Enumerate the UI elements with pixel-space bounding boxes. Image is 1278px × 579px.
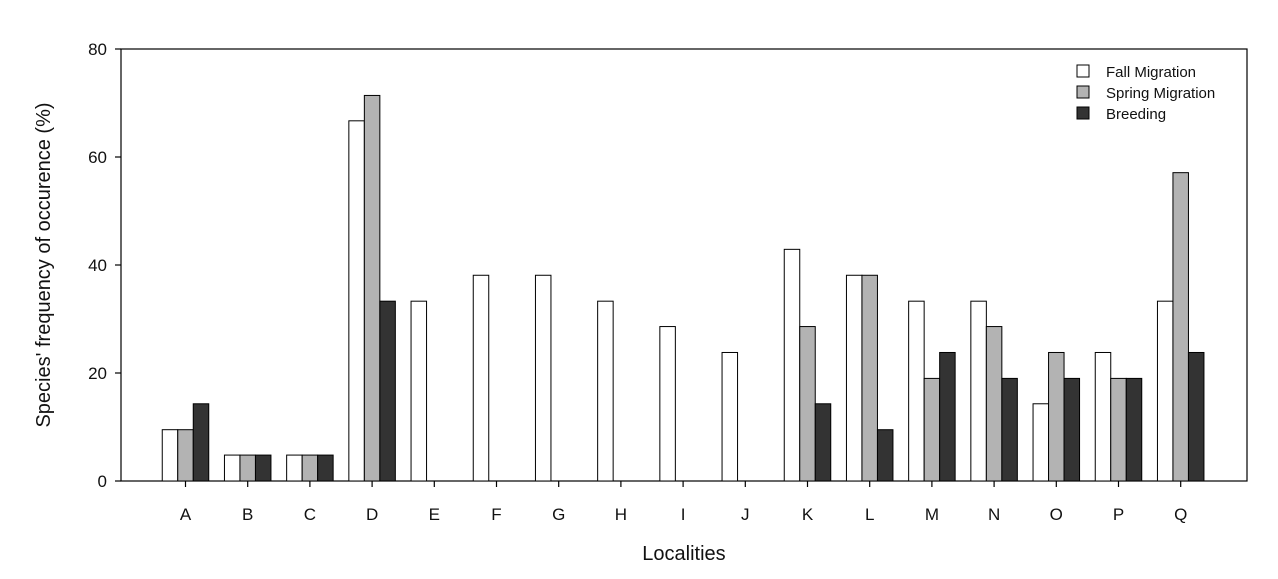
- bar-breeding-N: [1001, 377, 1018, 482]
- x-tick-label: G: [552, 505, 565, 524]
- bar-fall-migration-J: [721, 351, 739, 482]
- bar-fall-migration-D: [348, 120, 365, 482]
- x-tick-label: B: [242, 505, 253, 524]
- bar-fall-migration-B: [223, 454, 241, 482]
- legend-swatch: [1076, 85, 1090, 99]
- bar-spring-migration-M: [923, 377, 941, 482]
- x-axis: A B C D E F G H I J K L M N O P Q: [180, 481, 1187, 524]
- bar-fall-migration-M: [908, 300, 925, 482]
- bar-fall-migration-P: [1094, 351, 1112, 482]
- x-tick-label: F: [491, 505, 501, 524]
- x-axis-title: Localities: [642, 543, 725, 565]
- x-tick-label: K: [802, 505, 814, 524]
- bar-spring-migration-B: [239, 454, 256, 482]
- x-tick-label: A: [180, 505, 192, 524]
- bar-fall-migration-A: [161, 429, 179, 482]
- bar-fall-migration-L: [845, 274, 863, 482]
- bar-breeding-Q: [1187, 351, 1205, 482]
- legend-label: Spring Migration: [1106, 85, 1215, 102]
- bar-breeding-A: [192, 403, 210, 482]
- bars-group: [161, 94, 1205, 482]
- bar-fall-migration-Q: [1156, 300, 1174, 482]
- x-tick-label: L: [865, 505, 874, 524]
- x-tick-label: E: [429, 505, 440, 524]
- y-axis-title: Species' frequency of occurence (%): [33, 102, 55, 427]
- bar-breeding-D: [379, 300, 396, 482]
- bar-spring-migration-C: [301, 454, 319, 482]
- y-tick-label: 20: [88, 364, 107, 383]
- bar-breeding-K: [814, 403, 832, 482]
- bar-spring-migration-O: [1048, 351, 1065, 482]
- bar-breeding-L: [876, 429, 894, 482]
- bar-fall-migration-I: [659, 326, 676, 482]
- legend: Fall Migration Spring Migration Breeding: [1076, 64, 1215, 123]
- bar-fall-migration-C: [286, 454, 303, 482]
- y-tick-label: 80: [88, 40, 107, 59]
- bar-breeding-C: [317, 454, 334, 482]
- x-tick-label: N: [988, 505, 1000, 524]
- legend-label: Fall Migration: [1106, 64, 1196, 81]
- legend-swatch: [1076, 64, 1090, 78]
- bar-breeding-B: [254, 454, 272, 482]
- legend-label: Breeding: [1106, 106, 1166, 123]
- y-axis: 0 20 40 60 80: [88, 40, 121, 491]
- bar-spring-migration-P: [1110, 377, 1127, 482]
- bar-spring-migration-Q: [1172, 172, 1189, 482]
- x-tick-label: P: [1113, 505, 1124, 524]
- legend-swatch: [1076, 106, 1090, 120]
- x-tick-label: O: [1050, 505, 1063, 524]
- y-tick-label: 40: [88, 256, 107, 275]
- y-tick-label: 60: [88, 148, 107, 167]
- x-tick-label: C: [304, 505, 316, 524]
- x-tick-label: I: [681, 505, 686, 524]
- bar-breeding-P: [1125, 377, 1143, 482]
- y-tick-label: 0: [98, 472, 107, 491]
- bar-spring-migration-N: [985, 326, 1003, 482]
- x-tick-label: J: [741, 505, 750, 524]
- x-tick-label: M: [925, 505, 939, 524]
- bar-fall-migration-H: [597, 300, 614, 482]
- bar-spring-migration-L: [861, 274, 878, 482]
- bar-fall-migration-F: [472, 274, 490, 482]
- bar-breeding-M: [939, 351, 956, 482]
- bar-spring-migration-D: [363, 94, 381, 482]
- bar-spring-migration-K: [799, 326, 816, 482]
- bar-spring-migration-A: [177, 429, 194, 482]
- bar-breeding-O: [1063, 377, 1081, 482]
- x-tick-label: D: [366, 505, 378, 524]
- bar-fall-migration-E: [410, 300, 428, 482]
- bar-fall-migration-O: [1032, 403, 1050, 482]
- bar-fall-migration-G: [534, 274, 552, 482]
- bar-fall-migration-N: [970, 300, 987, 482]
- x-tick-label: Q: [1174, 505, 1187, 524]
- bar-fall-migration-K: [783, 248, 801, 482]
- x-tick-label: H: [615, 505, 627, 524]
